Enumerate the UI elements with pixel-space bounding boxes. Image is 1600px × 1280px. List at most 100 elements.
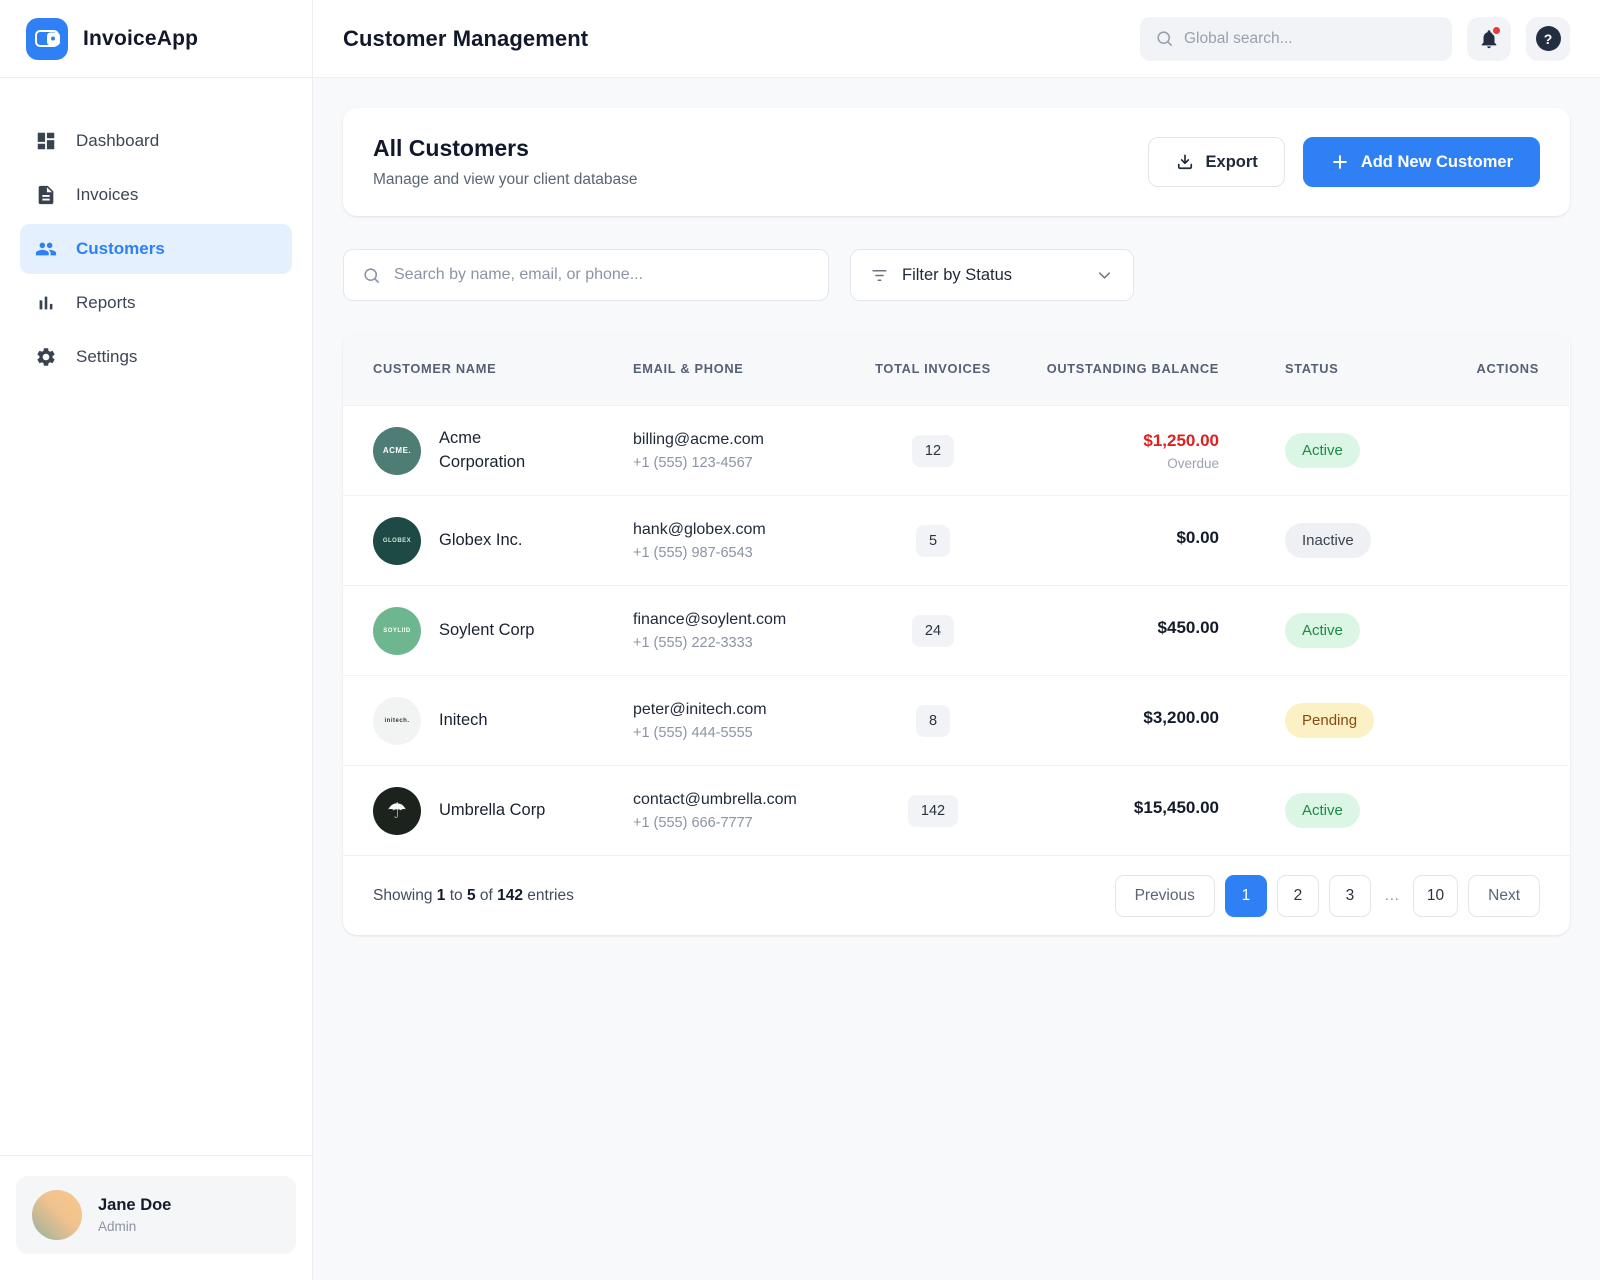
status-filter-label: Filter by Status	[902, 266, 1012, 285]
balance-note	[1013, 643, 1219, 644]
invoice-count-badge: 142	[908, 795, 958, 827]
sidebar-item-reports[interactable]: Reports	[20, 278, 292, 328]
summary-part: 5	[467, 887, 476, 904]
balance-amount: $3,200.00	[1013, 708, 1219, 728]
add-new-customer-button[interactable]: Add New Customer	[1303, 137, 1540, 187]
customer-name: Initech	[439, 709, 565, 733]
add-customer-label: Add New Customer	[1361, 153, 1513, 172]
sidebar-item-label: Invoices	[76, 185, 138, 205]
app-logo-row: InvoiceApp	[0, 0, 312, 78]
customer-email: contact@umbrella.com	[633, 791, 853, 809]
pagination: Previous 123…10 Next	[1115, 875, 1540, 917]
customer-phone: +1 (555) 987-6543	[633, 545, 853, 561]
status-filter-dropdown[interactable]: Filter by Status	[850, 249, 1134, 301]
sidebar-item-label: Reports	[76, 293, 136, 313]
column-header: STATUS	[1219, 359, 1399, 378]
user-profile-card[interactable]: Jane Doe Admin	[16, 1176, 296, 1254]
customer-name: Acme Corporation	[439, 427, 565, 475]
invoice-icon	[35, 184, 57, 206]
customer-name: Umbrella Corp	[439, 799, 565, 823]
summary-part: of	[476, 887, 498, 904]
sidebar-item-settings[interactable]: Settings	[20, 332, 292, 382]
balance-amount: $15,450.00	[1013, 798, 1219, 818]
customer-logo: SOYLIID	[373, 607, 421, 655]
balance-note	[1013, 553, 1219, 554]
sidebar-nav: Dashboard Invoices Customers Reports Set…	[0, 78, 312, 1155]
sidebar-footer: Jane Doe Admin	[0, 1155, 312, 1280]
export-button[interactable]: Export	[1148, 137, 1285, 187]
section-title: All Customers	[373, 135, 638, 162]
top-header: Customer Management ?	[313, 0, 1600, 78]
balance-amount: $1,250.00	[1013, 431, 1219, 451]
notifications-button[interactable]	[1467, 17, 1511, 61]
status-badge: Active	[1285, 613, 1360, 648]
status-badge: Pending	[1285, 703, 1374, 738]
search-icon	[362, 266, 381, 285]
avatar	[32, 1190, 82, 1240]
customer-logo: initech.	[373, 697, 421, 745]
table-row[interactable]: ACME. Acme Corporation billing@acme.com …	[343, 405, 1569, 495]
balance-amount: $0.00	[1013, 528, 1219, 548]
customer-phone: +1 (555) 222-3333	[633, 635, 853, 651]
page-button-10[interactable]: 10	[1413, 875, 1458, 917]
sidebar-item-customers[interactable]: Customers	[20, 224, 292, 274]
invoice-count-badge: 12	[912, 435, 954, 467]
sidebar: InvoiceApp Dashboard Invoices Customers …	[0, 0, 313, 1280]
help-button[interactable]: ?	[1526, 17, 1570, 61]
status-badge: Active	[1285, 793, 1360, 828]
customers-table-card: CUSTOMER NAMEEMAIL & PHONETOTAL INVOICES…	[343, 333, 1570, 935]
previous-page-button[interactable]: Previous	[1115, 875, 1215, 917]
chevron-down-icon	[1095, 266, 1114, 285]
table-footer: Showing 1 to 5 of 142 entries Previous 1…	[343, 855, 1570, 935]
customers-icon	[35, 238, 57, 260]
sidebar-item-label: Settings	[76, 347, 137, 367]
table-row[interactable]: GLOBEX Globex Inc. hank@globex.com +1 (5…	[343, 495, 1569, 585]
main-content: All Customers Manage and view your clien…	[313, 78, 1600, 965]
customer-phone: +1 (555) 444-5555	[633, 725, 853, 741]
customer-email: billing@acme.com	[633, 431, 853, 449]
column-header: TOTAL INVOICES	[853, 359, 1013, 378]
summary-part: Showing	[373, 887, 437, 904]
summary-part: to	[445, 887, 467, 904]
page-button-3[interactable]: 3	[1329, 875, 1371, 917]
invoice-count-badge: 5	[916, 525, 950, 557]
filter-icon	[870, 266, 889, 285]
table-row[interactable]: ☂ Umbrella Corp contact@umbrella.com +1 …	[343, 765, 1569, 855]
table-body: ACME. Acme Corporation billing@acme.com …	[343, 405, 1569, 855]
customer-logo: ☂	[373, 787, 421, 835]
sidebar-item-label: Dashboard	[76, 131, 159, 151]
customer-search[interactable]	[343, 249, 829, 301]
table-row[interactable]: initech. Initech peter@initech.com +1 (5…	[343, 675, 1569, 765]
reports-icon	[35, 292, 57, 314]
settings-icon	[35, 346, 57, 368]
page-title: Customer Management	[343, 26, 588, 52]
user-role: Admin	[98, 1219, 171, 1234]
customer-logo: ACME.	[373, 427, 421, 475]
table-row[interactable]: SOYLIID Soylent Corp finance@soylent.com…	[343, 585, 1569, 675]
status-badge: Inactive	[1285, 523, 1371, 558]
global-search-input[interactable]	[1184, 30, 1437, 48]
balance-amount: $450.00	[1013, 618, 1219, 638]
summary-part: entries	[523, 887, 574, 904]
help-icon: ?	[1536, 26, 1561, 51]
sidebar-item-label: Customers	[76, 239, 165, 259]
customer-email: peter@initech.com	[633, 701, 853, 719]
page-button-2[interactable]: 2	[1277, 875, 1319, 917]
customer-name: Soylent Corp	[439, 619, 565, 643]
column-header: OUTSTANDING BALANCE	[1013, 359, 1219, 378]
customer-name: Globex Inc.	[439, 529, 565, 553]
entries-summary: Showing 1 to 5 of 142 entries	[373, 887, 574, 905]
customer-search-input[interactable]	[394, 266, 810, 284]
global-search[interactable]	[1140, 17, 1452, 61]
sidebar-item-invoices[interactable]: Invoices	[20, 170, 292, 220]
export-label: Export	[1206, 153, 1258, 172]
page-button-1[interactable]: 1	[1225, 875, 1267, 917]
customer-phone: +1 (555) 123-4567	[633, 455, 853, 471]
section-subtitle: Manage and view your client database	[373, 171, 638, 189]
download-icon	[1175, 152, 1195, 172]
dashboard-icon	[35, 130, 57, 152]
plus-icon	[1330, 152, 1350, 172]
sidebar-item-dashboard[interactable]: Dashboard	[20, 116, 292, 166]
app-name: InvoiceApp	[83, 27, 198, 51]
next-page-button[interactable]: Next	[1468, 875, 1540, 917]
